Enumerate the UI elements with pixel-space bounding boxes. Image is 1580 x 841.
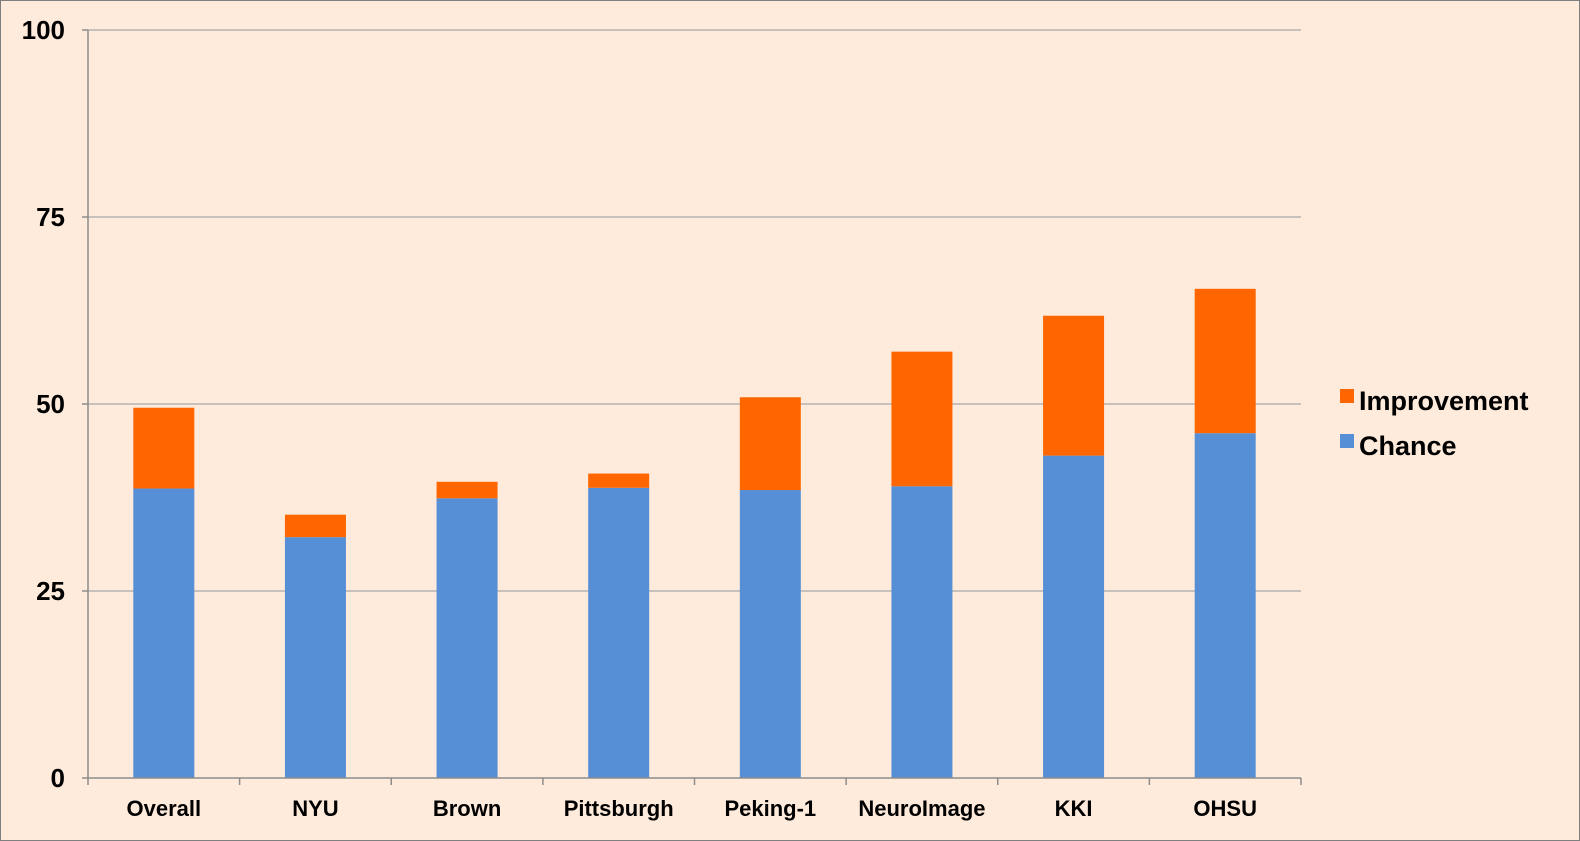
x-tick-label-neuroimage: NeuroImage bbox=[858, 796, 985, 821]
category-labels: Overall NYU Brown Pittsburgh Peking-1 NeuroIm… bbox=[127, 796, 1257, 821]
x-tick-label-peking-1: Peking-1 bbox=[724, 796, 816, 821]
legend-label-chance: Chance bbox=[1359, 431, 1457, 461]
bar-chance-brown bbox=[436, 498, 498, 778]
y-tick-label-0: 0 bbox=[51, 763, 65, 793]
bars bbox=[133, 288, 1256, 778]
y-tick-label-75: 75 bbox=[36, 202, 65, 232]
legend: Improvement Chance bbox=[1340, 386, 1529, 461]
legend-swatch-improvement bbox=[1340, 389, 1354, 403]
x-tick-label-kki: KKI bbox=[1055, 796, 1093, 821]
bar-improvement-ohsu bbox=[1194, 288, 1256, 434]
legend-swatch-chance bbox=[1340, 434, 1354, 448]
bar-chance-pittsburgh bbox=[588, 487, 650, 778]
bar-improvement-nyu bbox=[284, 514, 346, 538]
y-tick-label-25: 25 bbox=[36, 576, 65, 606]
x-tick-label-nyu: NYU bbox=[292, 796, 338, 821]
bar-chance-ohsu bbox=[1194, 433, 1256, 778]
x-tick-label-overall: Overall bbox=[127, 796, 202, 821]
x-tick-label-pittsburgh: Pittsburgh bbox=[564, 796, 674, 821]
gridlines bbox=[88, 29, 1301, 592]
bar-chance-nyu bbox=[284, 537, 346, 778]
x-tick-label-ohsu: OHSU bbox=[1193, 796, 1257, 821]
bar-improvement-peking-1 bbox=[739, 397, 801, 491]
x-tick-label-brown: Brown bbox=[433, 796, 501, 821]
bar-improvement-pittsburgh bbox=[588, 473, 650, 488]
y-tick-labels: 0 25 50 75 100 bbox=[22, 15, 65, 793]
legend-label-improvement: Improvement bbox=[1359, 386, 1529, 416]
y-tick-label-50: 50 bbox=[36, 389, 65, 419]
bar-chance-neuroimage bbox=[891, 486, 953, 778]
axes bbox=[82, 29, 1302, 785]
bar-chance-overall bbox=[133, 488, 195, 778]
bar-chance-peking-1 bbox=[739, 490, 801, 778]
bar-chance-kki bbox=[1043, 455, 1105, 778]
bar-improvement-brown bbox=[436, 481, 498, 499]
bar-improvement-neuroimage bbox=[891, 351, 953, 487]
y-tick-label-100: 100 bbox=[22, 15, 65, 45]
bar-improvement-kki bbox=[1043, 315, 1105, 456]
bar-improvement-overall bbox=[133, 407, 195, 489]
